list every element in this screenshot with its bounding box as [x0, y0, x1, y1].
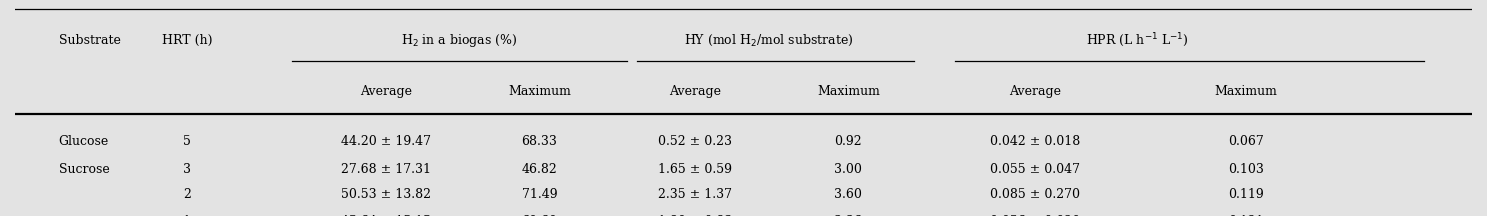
Text: 0.121: 0.121 [1228, 215, 1264, 216]
Text: 1.65 ± 0.59: 1.65 ± 0.59 [659, 163, 733, 176]
Text: 2: 2 [183, 188, 190, 201]
Text: 0.042 ± 0.018: 0.042 ± 0.018 [990, 135, 1080, 148]
Text: 68.33: 68.33 [522, 135, 558, 148]
Text: 46.82: 46.82 [522, 163, 558, 176]
Text: HPR (L h$^{-1}$ L$^{-1}$): HPR (L h$^{-1}$ L$^{-1}$) [1086, 31, 1188, 49]
Text: Average: Average [1010, 85, 1060, 98]
Text: 45.64 ± 15.15: 45.64 ± 15.15 [342, 215, 431, 216]
Text: 3: 3 [183, 163, 190, 176]
Text: Average: Average [669, 85, 721, 98]
Text: 50.53 ± 13.82: 50.53 ± 13.82 [342, 188, 431, 201]
Text: H$_2$ in a biogas (%): H$_2$ in a biogas (%) [401, 32, 517, 49]
Text: Maximum: Maximum [509, 85, 571, 98]
Text: 0.119: 0.119 [1228, 188, 1264, 201]
Text: 5: 5 [183, 135, 190, 148]
Text: 0.103: 0.103 [1228, 163, 1264, 176]
Text: Substrate: Substrate [58, 34, 120, 47]
Text: 0.52 ± 0.23: 0.52 ± 0.23 [659, 135, 733, 148]
Text: 0.085 ± 0.270: 0.085 ± 0.270 [990, 188, 1080, 201]
Text: 60.60: 60.60 [522, 215, 558, 216]
Text: 1: 1 [183, 215, 190, 216]
Text: 27.68 ± 17.31: 27.68 ± 17.31 [342, 163, 431, 176]
Text: 3.00: 3.00 [834, 163, 862, 176]
Text: 3.36: 3.36 [834, 215, 862, 216]
Text: Maximum: Maximum [1215, 85, 1277, 98]
Text: Average: Average [360, 85, 412, 98]
Text: HY (mol H$_2$/mol substrate): HY (mol H$_2$/mol substrate) [684, 33, 854, 48]
Text: 0.067: 0.067 [1228, 135, 1264, 148]
Text: Maximum: Maximum [816, 85, 880, 98]
Text: Sucrose: Sucrose [58, 163, 110, 176]
Text: 44.20 ± 19.47: 44.20 ± 19.47 [342, 135, 431, 148]
Text: 3.60: 3.60 [834, 188, 862, 201]
Text: 0.92: 0.92 [834, 135, 862, 148]
Text: Glucose: Glucose [58, 135, 109, 148]
Text: 1.80 ± 0.83: 1.80 ± 0.83 [659, 215, 733, 216]
Text: HRT (h): HRT (h) [162, 34, 213, 47]
Text: 0.056 ± 0.020: 0.056 ± 0.020 [990, 215, 1080, 216]
Text: 0.055 ± 0.047: 0.055 ± 0.047 [990, 163, 1080, 176]
Text: 71.49: 71.49 [522, 188, 558, 201]
Text: 2.35 ± 1.37: 2.35 ± 1.37 [659, 188, 733, 201]
